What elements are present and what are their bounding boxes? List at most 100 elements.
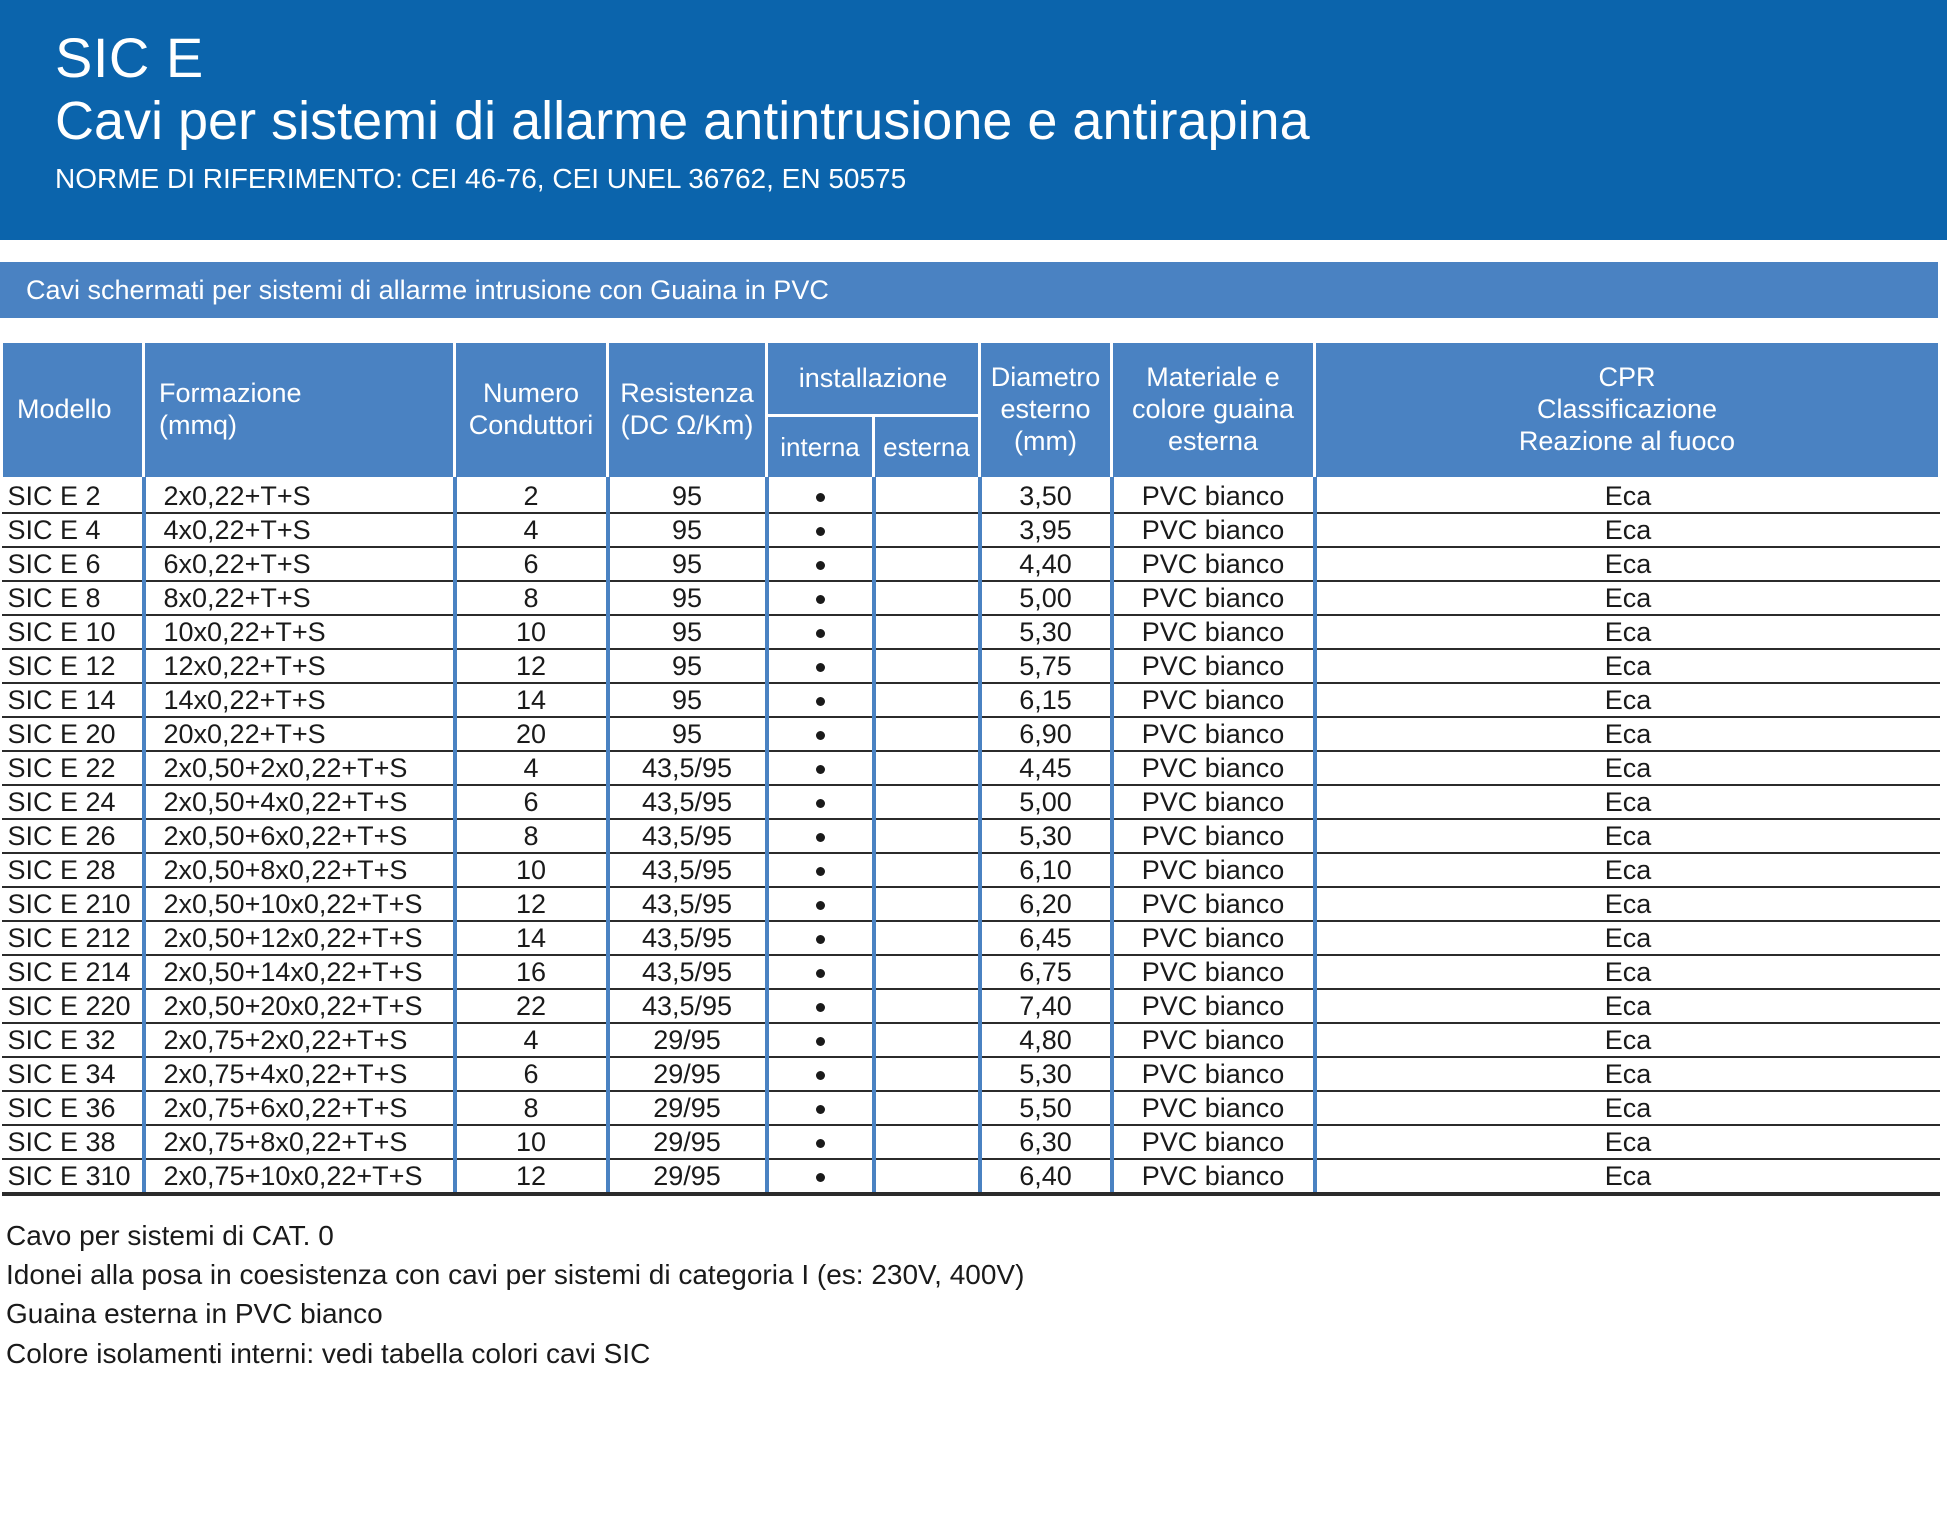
cell-modello: SIC E 24: [1, 785, 146, 820]
cell-installazione-esterna: [873, 513, 982, 548]
col-header-cpr-line3: Reazione al fuoco: [1518, 425, 1736, 456]
cell-numero-conduttori: 20: [454, 717, 610, 752]
cell-diametro-esterno: 5,30: [979, 615, 1114, 650]
col-header-numero-conduttori: Numero Conduttori: [453, 340, 609, 480]
cell-installazione-interna: [766, 751, 876, 786]
cell-installazione-interna: [766, 921, 876, 956]
table-row: SIC E 12 12x0,22+T+S 12 95 5,75 PVC bianco Eca: [1, 649, 1940, 684]
cell-materiale-guaina: PVC bianco: [1111, 547, 1317, 582]
table-head: Modello Formazione (mmq) Numero Condutto…: [0, 340, 1941, 480]
cell-cpr: Eca: [1314, 785, 1940, 820]
cell-installazione-interna: [766, 1023, 876, 1058]
cell-cpr: Eca: [1314, 955, 1940, 990]
cell-installazione-esterna: [873, 887, 982, 922]
cell-numero-conduttori: 6: [454, 547, 610, 582]
col-header-diametro-line2: esterno: [1000, 394, 1091, 425]
col-header-materiale-line3: esterna: [1167, 425, 1259, 456]
cell-formazione: 2x0,75+2x0,22+T+S: [143, 1023, 457, 1058]
table-row: SIC E 34 2x0,75+4x0,22+T+S 6 29/95 5,30 PVC b…: [1, 1057, 1940, 1092]
cell-cpr: Eca: [1314, 1023, 1940, 1058]
cell-diametro-esterno: 3,95: [979, 513, 1114, 548]
col-header-resistenza: Resistenza (DC Ω/Km): [606, 340, 768, 480]
cell-installazione-esterna: [873, 683, 982, 718]
cell-installazione-interna: [766, 547, 876, 582]
cell-formazione: 12x0,22+T+S: [143, 649, 457, 684]
cell-cpr: Eca: [1314, 581, 1940, 616]
cell-modello: SIC E 26: [1, 819, 146, 854]
installation-dot-icon: [815, 900, 825, 910]
col-header-cpr: CPR Classificazione Reazione al fuoco: [1313, 340, 1941, 480]
section-subtitle-text: Cavi schermati per sistemi di allarme in…: [26, 274, 829, 305]
cell-modello: SIC E 310: [1, 1159, 146, 1196]
installation-dot-icon: [815, 832, 825, 842]
cell-materiale-guaina: PVC bianco: [1111, 1091, 1317, 1126]
cell-installazione-esterna: [873, 785, 982, 820]
installation-dot-icon: [815, 934, 825, 944]
footer-note-line: Idonei alla posa in coesistenza con cavi…: [6, 1259, 1025, 1291]
table-row: SIC E 26 2x0,50+6x0,22+T+S 8 43,5/95 5,30 PVC…: [1, 819, 1940, 854]
cell-installazione-interna: [766, 853, 876, 888]
col-header-diametro-esterno: Diametro esterno (mm): [978, 340, 1113, 480]
cell-installazione-esterna: [873, 649, 982, 684]
col-header-installazione-esterna: esterna: [872, 414, 981, 480]
cell-resistenza: 43,5/95: [607, 819, 769, 854]
cell-materiale-guaina: PVC bianco: [1111, 785, 1317, 820]
cell-modello: SIC E 34: [1, 1057, 146, 1092]
cell-formazione: 2x0,50+8x0,22+T+S: [143, 853, 457, 888]
col-header-materiale-line2: colore guaina: [1131, 394, 1295, 425]
cell-numero-conduttori: 22: [454, 989, 610, 1024]
cell-numero-conduttori: 4: [454, 1023, 610, 1058]
cell-modello: SIC E 22: [1, 751, 146, 786]
cell-cpr: Eca: [1314, 683, 1940, 718]
cell-installazione-esterna: [873, 819, 982, 854]
cell-materiale-guaina: PVC bianco: [1111, 921, 1317, 956]
cell-formazione: 10x0,22+T+S: [143, 615, 457, 650]
col-header-installazione-interna: interna: [765, 414, 875, 480]
cell-modello: SIC E 210: [1, 887, 146, 922]
table-row: SIC E 8 8x0,22+T+S 8 95 5,00 PVC bianco Eca: [1, 581, 1940, 616]
cell-cpr: Eca: [1314, 513, 1940, 548]
cell-modello: SIC E 32: [1, 1023, 146, 1058]
cell-installazione-interna: [766, 819, 876, 854]
cell-installazione-interna: [766, 989, 876, 1024]
footer-note-line: Guaina esterna in PVC bianco: [6, 1298, 383, 1330]
cell-installazione-esterna: [873, 955, 982, 990]
cell-numero-conduttori: 6: [454, 1057, 610, 1092]
cell-installazione-interna: [766, 955, 876, 990]
cell-formazione: 2x0,75+4x0,22+T+S: [143, 1057, 457, 1092]
cell-numero-conduttori: 10: [454, 1125, 610, 1160]
cell-installazione-interna: [766, 477, 876, 514]
cell-resistenza: 43,5/95: [607, 921, 769, 956]
cell-installazione-interna: [766, 615, 876, 650]
table-row: SIC E 38 2x0,75+8x0,22+T+S 10 29/95 6,30 PVC …: [1, 1125, 1940, 1160]
cell-installazione-esterna: [873, 853, 982, 888]
cell-materiale-guaina: PVC bianco: [1111, 853, 1317, 888]
cell-modello: SIC E 10: [1, 615, 146, 650]
cell-cpr: Eca: [1314, 1091, 1940, 1126]
installation-dot-icon: [815, 1036, 825, 1046]
cell-formazione: 8x0,22+T+S: [143, 581, 457, 616]
cell-diametro-esterno: 4,45: [979, 751, 1114, 786]
cell-materiale-guaina: PVC bianco: [1111, 1159, 1317, 1196]
cell-materiale-guaina: PVC bianco: [1111, 649, 1317, 684]
cell-modello: SIC E 12: [1, 649, 146, 684]
cell-diametro-esterno: 5,50: [979, 1091, 1114, 1126]
cell-installazione-esterna: [873, 615, 982, 650]
cell-resistenza: 29/95: [607, 1125, 769, 1160]
cell-resistenza: 29/95: [607, 1159, 769, 1196]
cell-materiale-guaina: PVC bianco: [1111, 751, 1317, 786]
col-header-diametro-line3: (mm): [1014, 425, 1077, 456]
cell-materiale-guaina: PVC bianco: [1111, 955, 1317, 990]
col-header-cpr-line1: CPR: [1598, 362, 1656, 393]
cell-numero-conduttori: 4: [454, 751, 610, 786]
installation-dot-icon: [815, 730, 825, 740]
table-row: SIC E 2 2x0,22+T+S 2 95 3,50 PVC bianco Eca: [1, 477, 1940, 514]
table-row: SIC E 10 10x0,22+T+S 10 95 5,30 PVC bianco Eca: [1, 615, 1940, 650]
cell-cpr: Eca: [1314, 1159, 1940, 1196]
col-header-diametro-line1: Diametro: [990, 362, 1101, 393]
cell-formazione: 2x0,50+12x0,22+T+S: [143, 921, 457, 956]
page-header-band: SIC E Cavi per sistemi di allarme antint…: [0, 0, 1947, 240]
cell-numero-conduttori: 14: [454, 921, 610, 956]
cell-installazione-esterna: [873, 717, 982, 752]
cell-diametro-esterno: 5,30: [979, 819, 1114, 854]
